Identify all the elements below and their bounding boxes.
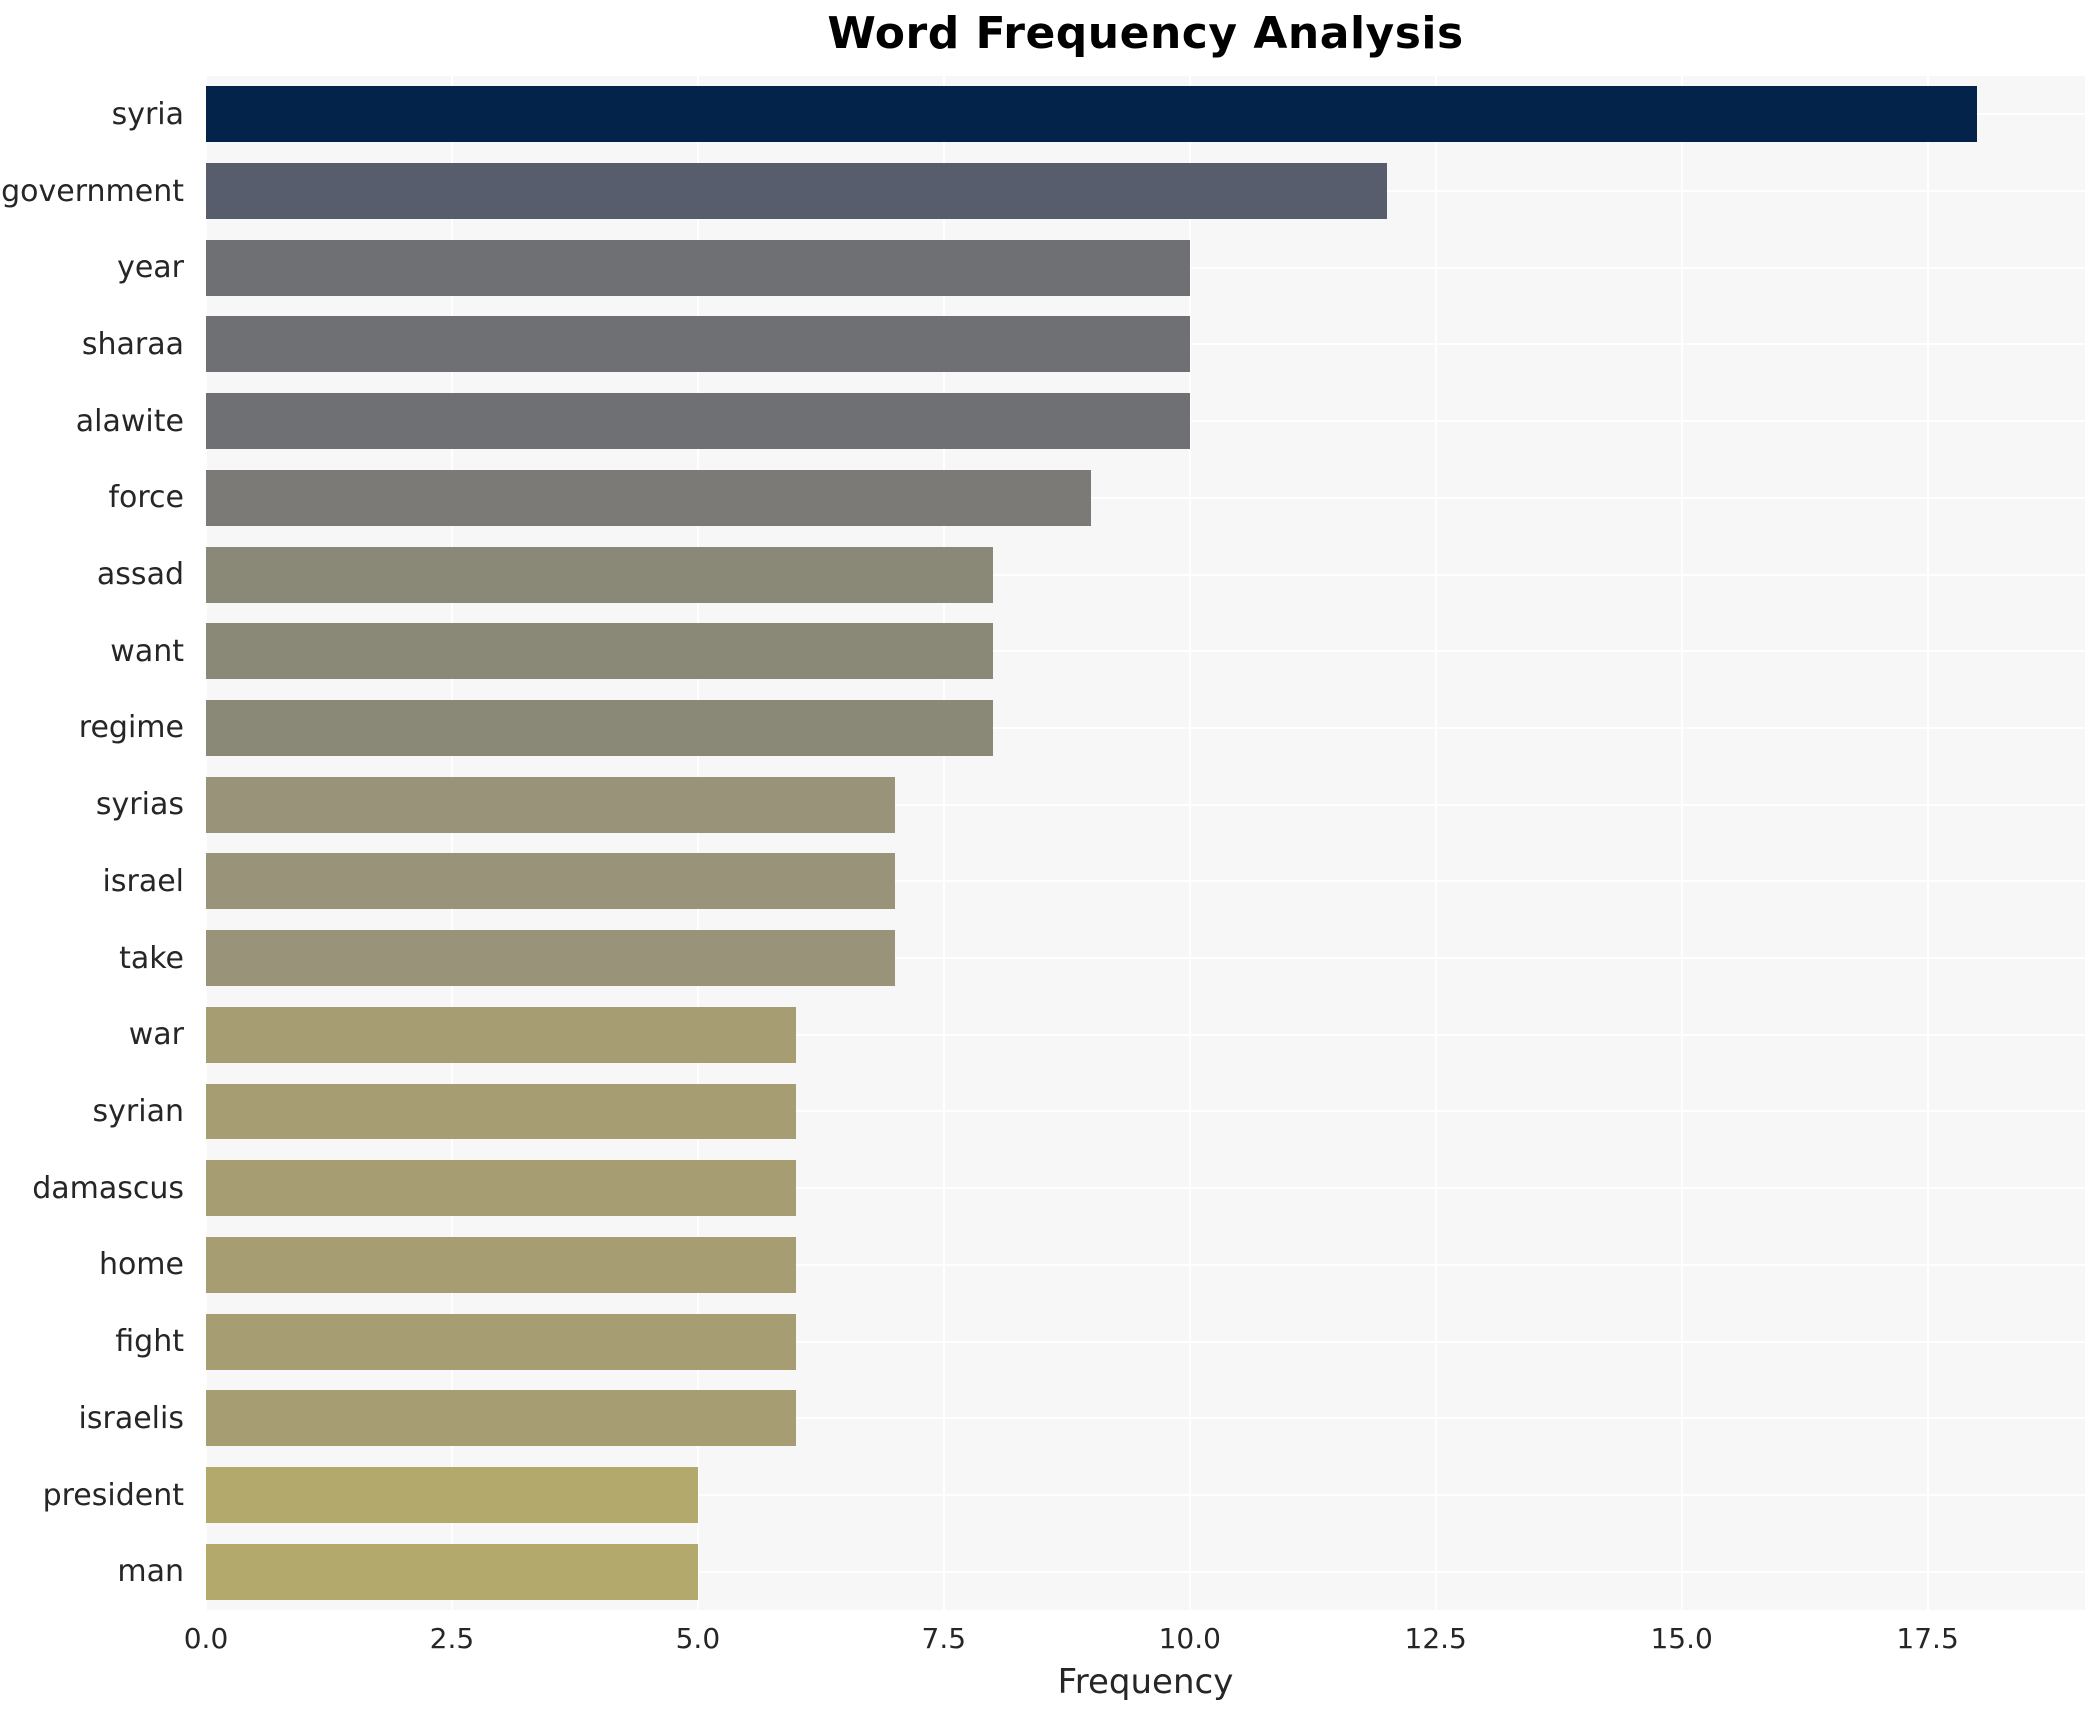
vertical-gridline	[1926, 76, 1929, 1610]
bar-row	[206, 843, 2085, 920]
bar-row	[206, 306, 2085, 383]
y-tick-label: syria	[111, 96, 184, 132]
bar-row	[206, 460, 2085, 537]
bar-row	[206, 76, 2085, 153]
horizontal-gridline	[206, 1110, 2085, 1113]
bar-year	[206, 239, 1190, 296]
y-tick-label: take	[119, 940, 184, 976]
bar-israel	[206, 853, 895, 910]
x-tick-label: 7.5	[921, 1622, 967, 1655]
bar-government	[206, 163, 1387, 220]
horizontal-gridline	[206, 496, 2085, 499]
y-tick-label: fight	[115, 1324, 184, 1360]
bar-regime	[206, 699, 994, 756]
bar-row	[206, 229, 2085, 306]
plot-area	[205, 76, 2085, 1610]
bar-row	[206, 690, 2085, 767]
vertical-gridline	[1434, 76, 1437, 1610]
bar-row	[206, 1457, 2085, 1534]
horizontal-gridline	[206, 726, 2085, 729]
horizontal-gridline	[206, 1263, 2085, 1266]
y-tick-label: president	[42, 1477, 184, 1513]
vertical-gridline	[450, 76, 453, 1610]
bar-row	[206, 1380, 2085, 1457]
bar-row	[206, 996, 2085, 1073]
y-tick-label: syrian	[92, 1093, 184, 1129]
bar-alawite	[206, 393, 1190, 450]
bar-home	[206, 1236, 797, 1293]
bar-row	[206, 1150, 2085, 1227]
y-tick-label: year	[117, 250, 184, 286]
bar-row	[206, 383, 2085, 460]
horizontal-gridline	[206, 880, 2085, 883]
x-axis-label: Frequency	[1057, 1662, 1234, 1702]
x-tick-label: 15.0	[1650, 1622, 1713, 1655]
bar-syria	[206, 86, 1977, 143]
vertical-gridline	[1188, 76, 1191, 1610]
bar-row	[206, 1303, 2085, 1380]
x-tick-label: 10.0	[1158, 1622, 1221, 1655]
bar-row	[206, 1533, 2085, 1610]
bar-israelis	[206, 1390, 797, 1447]
x-tick-label: 0.0	[183, 1622, 229, 1655]
bar-row	[206, 1227, 2085, 1304]
horizontal-gridline	[206, 650, 2085, 653]
y-tick-label: home	[98, 1247, 184, 1283]
y-tick-label: assad	[96, 557, 184, 593]
horizontal-gridline	[206, 573, 2085, 576]
vertical-gridline	[1680, 76, 1683, 1610]
horizontal-gridline	[206, 957, 2085, 960]
y-tick-label: israel	[102, 863, 184, 899]
y-tick-label: syrias	[95, 787, 184, 823]
bar-damascus	[206, 1160, 797, 1217]
horizontal-gridline	[206, 1417, 2085, 1420]
bar-row	[206, 613, 2085, 690]
vertical-gridline	[942, 76, 945, 1610]
horizontal-gridline	[206, 1033, 2085, 1036]
bar-take	[206, 930, 895, 987]
bar-president	[206, 1467, 698, 1523]
bar-man	[206, 1543, 698, 1600]
vertical-gridline	[696, 76, 699, 1610]
bar-row	[206, 766, 2085, 843]
y-tick-label: force	[108, 480, 184, 516]
x-axis: 0.0 2.5 5.0 7.5 10.0 12.5 15.0 17.5	[184, 1610, 2085, 1656]
bar-syrias	[206, 776, 895, 833]
y-tick-label: damascus	[32, 1170, 184, 1206]
horizontal-gridline	[206, 1494, 2085, 1496]
horizontal-gridline	[206, 1340, 2085, 1343]
chart-title: Word Frequency Analysis	[827, 8, 1464, 59]
bar-syrian	[206, 1083, 797, 1140]
bar-sharaa	[206, 316, 1190, 373]
y-tick-label: israelis	[78, 1400, 184, 1436]
x-tick-label: 12.5	[1404, 1622, 1467, 1655]
x-tick-label: 17.5	[1896, 1622, 1959, 1655]
bar-rows	[206, 76, 2085, 1610]
horizontal-gridline	[206, 1570, 2085, 1573]
bar-fight	[206, 1313, 797, 1370]
horizontal-gridline	[206, 1187, 2085, 1190]
bar-war	[206, 1006, 797, 1063]
bar-want	[206, 623, 994, 680]
bar-assad	[206, 546, 994, 603]
bar-row	[206, 536, 2085, 613]
vertical-gridline	[205, 76, 207, 1610]
x-tick-label: 2.5	[429, 1622, 475, 1655]
x-tick-label: 5.0	[675, 1622, 721, 1655]
y-tick-label: government	[1, 173, 184, 209]
bar-row	[206, 920, 2085, 997]
y-tick-label: alawite	[75, 403, 184, 439]
y-axis-labels: syria government year sharaa alawite force ass…	[0, 76, 196, 1610]
y-tick-label: war	[128, 1017, 184, 1053]
y-tick-label: want	[110, 633, 184, 669]
y-tick-label: sharaa	[81, 326, 184, 362]
bar-row	[206, 1073, 2085, 1150]
y-tick-label: man	[117, 1554, 184, 1590]
bar-row	[206, 153, 2085, 230]
horizontal-gridline	[206, 803, 2085, 806]
bar-force	[206, 469, 1092, 526]
y-tick-label: regime	[78, 710, 184, 746]
